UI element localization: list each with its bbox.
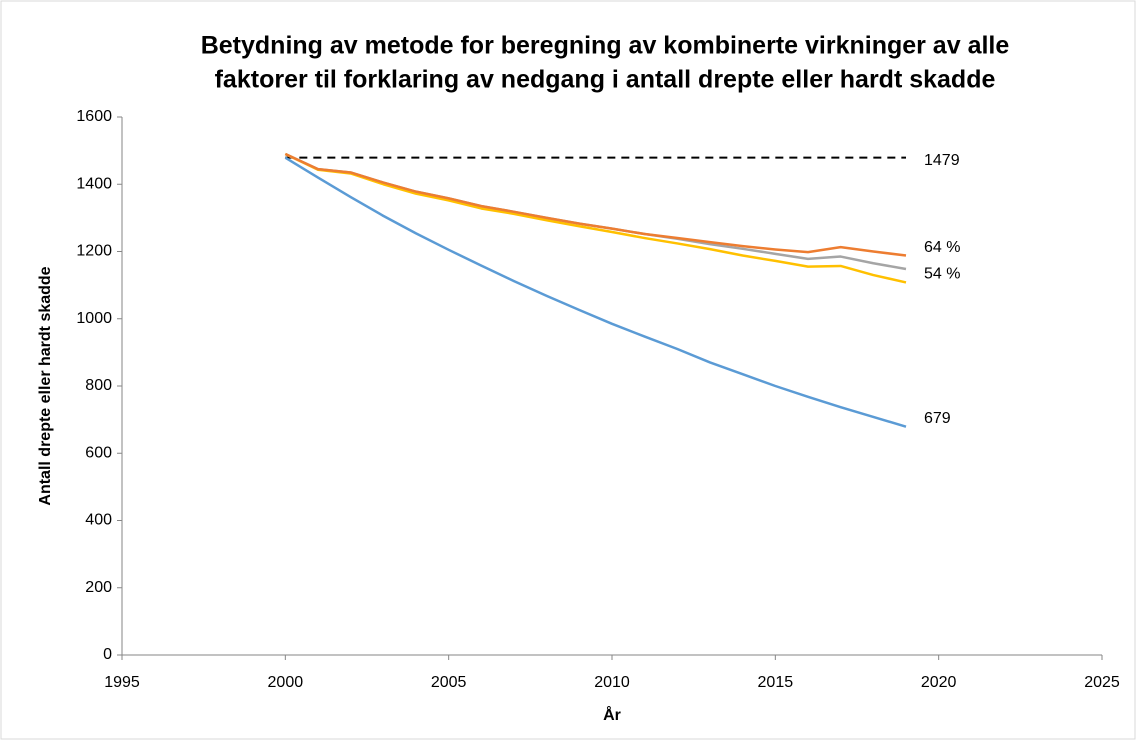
x-tick-label: 2000 [268, 674, 304, 691]
x-tick-label: 2020 [921, 674, 957, 691]
y-tick-label: 0 [103, 646, 112, 663]
y-tick-label: 1400 [76, 175, 112, 192]
end-label: 54 % [924, 266, 960, 283]
y-tick-label: 1000 [76, 310, 112, 327]
x-axis-label: År [603, 705, 621, 724]
y-tick-label: 1200 [76, 243, 112, 260]
y-tick-label: 1600 [76, 108, 112, 125]
end-label: 64 % [924, 239, 960, 256]
series-line [284, 156, 907, 428]
y-tick-label: 600 [85, 444, 112, 461]
x-tick-label: 1995 [104, 674, 140, 691]
x-tick-label: 2010 [594, 674, 630, 691]
end-label: 1479 [924, 152, 960, 169]
x-tick-label: 2025 [1084, 674, 1120, 691]
chart-title: Betydning av metode for beregning av kom… [201, 32, 1010, 60]
chart-title: faktorer til forklaring av nedgang i ant… [215, 66, 996, 94]
y-tick-label: 800 [85, 377, 112, 394]
end-label: 679 [924, 410, 951, 427]
x-tick-label: 2015 [758, 674, 794, 691]
x-tick-label: 2005 [431, 674, 467, 691]
series-line [284, 152, 907, 284]
y-tick-label: 200 [85, 579, 112, 596]
y-axis-label: Antall drepte eller hardt skadde [37, 266, 54, 505]
y-tick-label: 400 [85, 512, 112, 529]
series-line [284, 152, 907, 257]
